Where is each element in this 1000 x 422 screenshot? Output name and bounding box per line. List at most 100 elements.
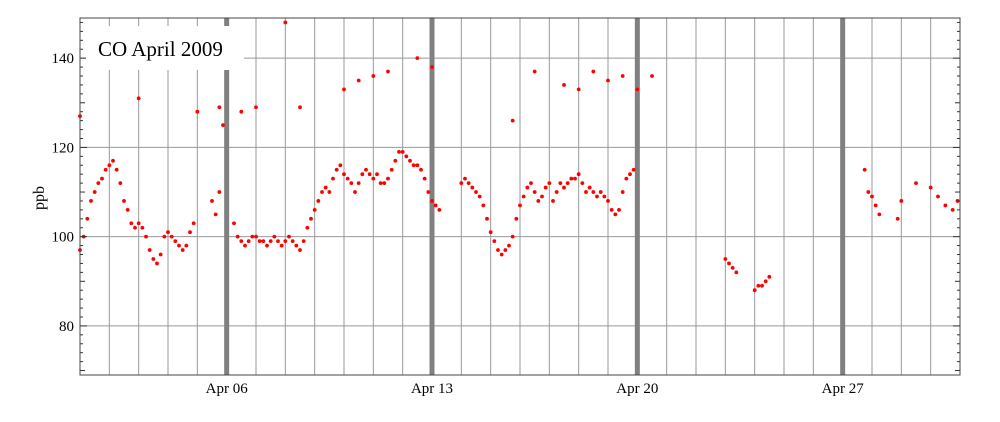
data-point — [540, 194, 544, 199]
data-point — [415, 56, 420, 61]
data-point — [331, 176, 335, 181]
week-marker — [840, 18, 846, 375]
data-point — [166, 230, 170, 235]
data-point — [386, 176, 390, 181]
data-point — [349, 181, 354, 186]
data-point — [551, 199, 555, 203]
data-point — [353, 190, 357, 194]
data-point — [375, 172, 379, 177]
data-point — [393, 158, 398, 163]
x-tick-label: Apr 13 — [411, 381, 453, 397]
x-tick-label: Apr 20 — [616, 381, 658, 397]
data-point — [169, 234, 174, 239]
data-point — [536, 199, 541, 203]
data-point — [873, 203, 878, 208]
data-point — [338, 163, 343, 168]
data-point — [510, 234, 515, 239]
data-point — [144, 234, 148, 239]
data-point — [620, 190, 625, 194]
data-point — [877, 212, 882, 217]
data-point — [481, 203, 486, 208]
data-point — [162, 234, 167, 239]
data-point — [763, 279, 768, 284]
data-point — [371, 176, 376, 181]
data-point — [254, 105, 258, 110]
data-point — [250, 234, 255, 239]
data-point — [914, 181, 918, 186]
data-point — [125, 207, 130, 212]
data-point — [866, 190, 871, 194]
data-point — [573, 176, 577, 181]
data-point — [466, 181, 471, 186]
data-point — [433, 203, 438, 208]
data-point — [305, 225, 310, 230]
data-point — [342, 172, 346, 177]
data-point — [268, 239, 273, 244]
data-point — [936, 194, 940, 199]
data-point — [188, 230, 192, 235]
data-point — [499, 252, 504, 257]
data-point — [246, 239, 251, 244]
data-point — [404, 154, 409, 159]
data-point — [547, 181, 552, 186]
data-point — [895, 216, 900, 221]
data-point — [334, 167, 339, 172]
data-point — [606, 199, 610, 203]
y-tick-label: 120 — [52, 140, 75, 156]
data-point — [760, 283, 764, 288]
data-point — [419, 167, 423, 172]
data-point — [426, 190, 431, 194]
data-point — [382, 181, 387, 186]
data-point — [114, 167, 119, 172]
data-point — [327, 190, 332, 194]
data-point — [437, 207, 442, 212]
data-point — [609, 207, 614, 212]
data-point — [576, 87, 581, 92]
data-point — [525, 185, 530, 190]
x-tick-label: Apr 27 — [822, 381, 865, 397]
data-point — [279, 243, 284, 248]
data-point — [151, 257, 156, 261]
y-tick-label: 100 — [52, 230, 75, 246]
data-point — [415, 163, 420, 168]
data-point — [103, 167, 108, 172]
data-point — [397, 149, 401, 154]
data-point — [356, 181, 361, 186]
data-point — [591, 69, 596, 74]
data-point — [492, 239, 497, 244]
data-point — [96, 181, 101, 186]
data-point — [730, 266, 735, 270]
data-point — [562, 185, 566, 190]
data-point — [620, 74, 625, 78]
data-point — [92, 190, 97, 194]
data-point — [257, 239, 262, 244]
data-point — [261, 239, 266, 244]
week-marker — [634, 18, 640, 375]
data-point — [496, 248, 500, 252]
data-point — [723, 257, 728, 261]
data-point — [562, 83, 566, 87]
data-point — [254, 234, 258, 239]
data-point — [118, 181, 123, 186]
data-point — [595, 194, 599, 199]
data-point — [283, 239, 288, 244]
data-point — [463, 176, 467, 181]
data-point — [195, 109, 200, 114]
data-point — [180, 248, 185, 252]
data-point — [316, 199, 321, 203]
data-points — [78, 20, 960, 293]
data-point — [565, 181, 570, 186]
data-point — [554, 190, 559, 194]
data-point — [503, 248, 508, 252]
data-point — [235, 234, 240, 239]
data-point — [389, 167, 394, 172]
data-point — [386, 69, 390, 74]
data-point — [899, 199, 904, 203]
plot-frame — [79, 17, 961, 376]
data-point — [532, 190, 537, 194]
data-point — [470, 185, 475, 190]
data-point — [767, 274, 772, 279]
data-point — [213, 212, 218, 217]
data-point — [155, 261, 159, 266]
